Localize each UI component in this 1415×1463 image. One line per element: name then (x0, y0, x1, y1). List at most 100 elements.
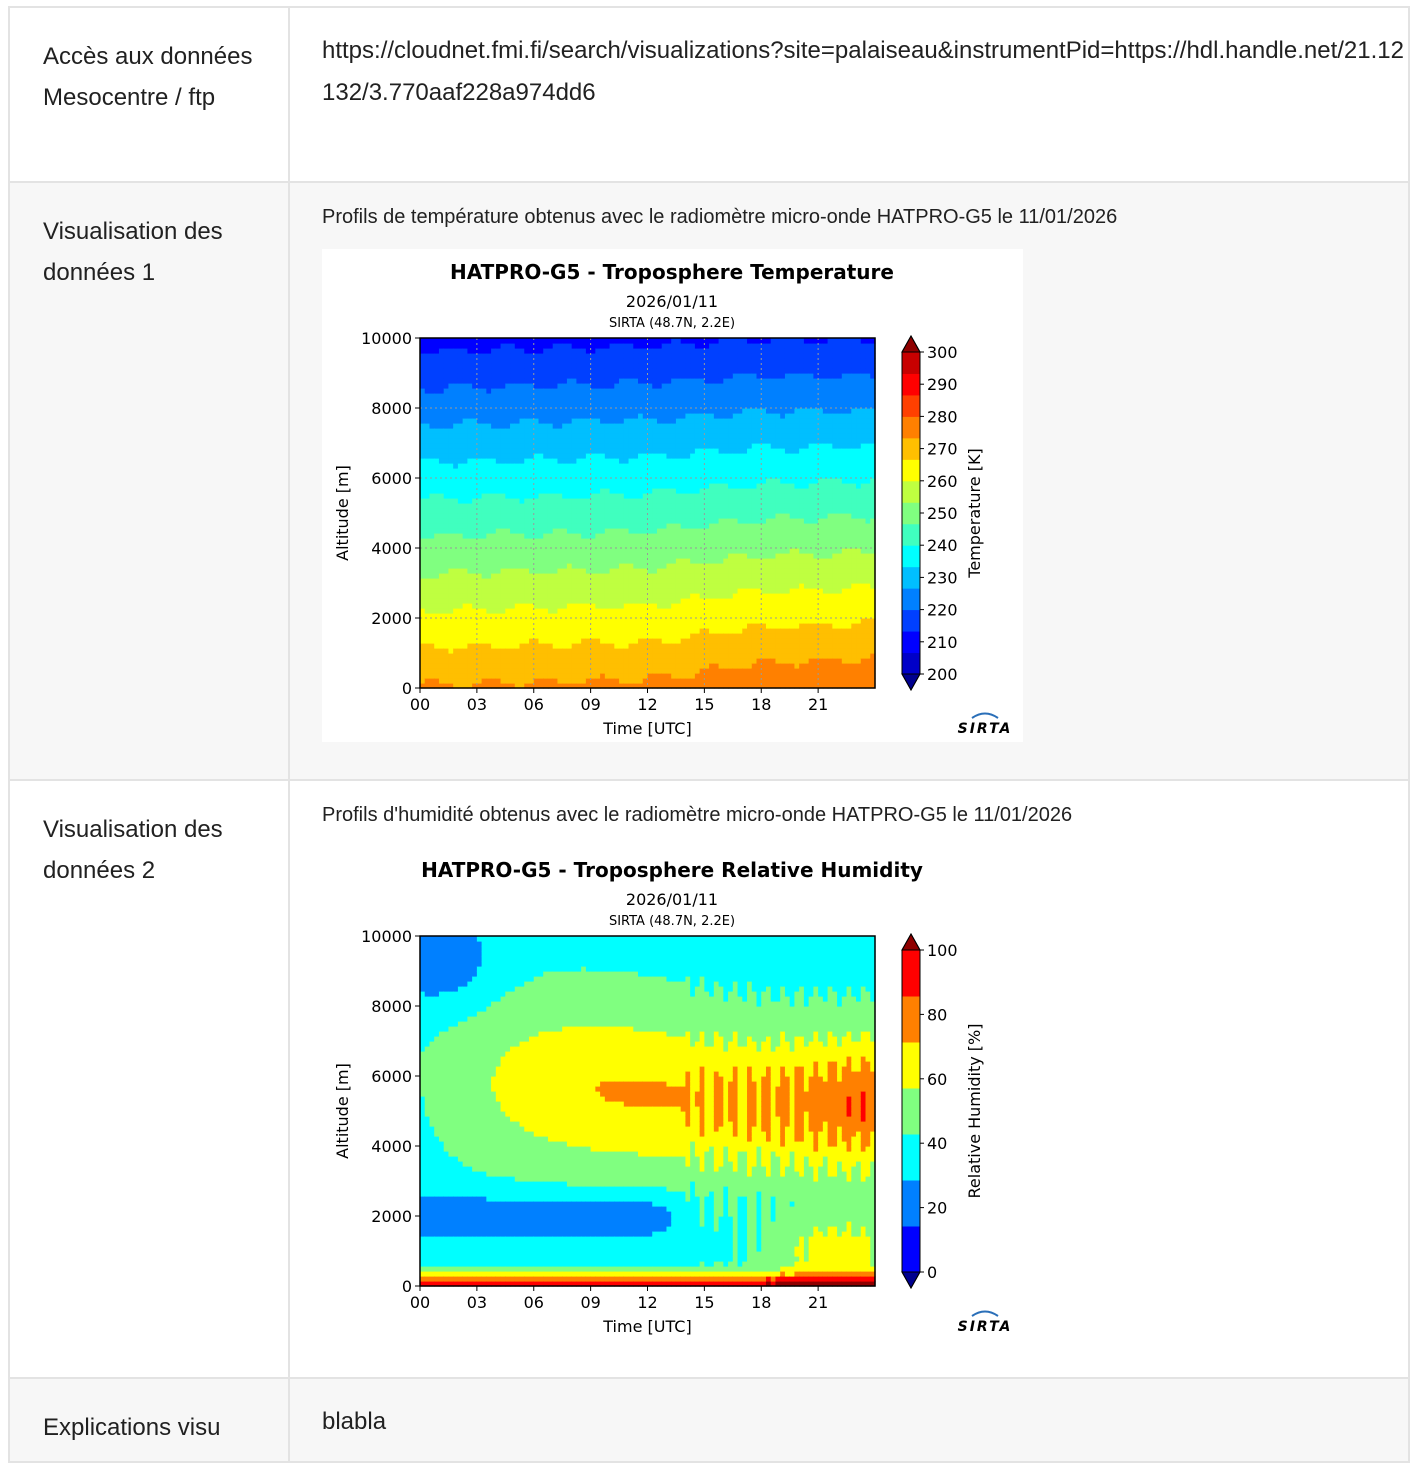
heatmap-cell (552, 548, 559, 554)
heatmap-cell (742, 428, 748, 434)
heatmap-cell (420, 353, 426, 359)
heatmap-cell (685, 543, 691, 549)
heatmap-cell (671, 428, 677, 434)
heatmap-cell (453, 463, 459, 469)
heatmap-cell (547, 373, 554, 379)
heatmap-cell (595, 358, 601, 364)
heatmap-cell (600, 658, 606, 664)
heatmap-cell (590, 398, 596, 404)
heatmap-cell (481, 613, 487, 619)
heatmap-cell (671, 418, 677, 424)
heatmap-cell (453, 678, 459, 684)
heatmap-cell (742, 673, 748, 679)
heatmap-cell (652, 563, 658, 569)
heatmap-cell (732, 623, 739, 629)
heatmap-cell (566, 433, 573, 439)
heatmap-cell (609, 488, 615, 494)
heatmap-cell (675, 643, 682, 649)
heatmap-cell (543, 418, 549, 424)
heatmap-cell (723, 488, 729, 494)
heatmap-cell (747, 343, 753, 349)
heatmap-cell (533, 563, 540, 569)
heatmap-cell (557, 588, 563, 594)
heatmap-cell (481, 348, 487, 354)
heatmap-cell (666, 588, 672, 594)
heatmap-cell (438, 378, 445, 384)
data-access-url[interactable]: https://cloudnet.fmi.fi/search/visualiza… (322, 37, 1404, 106)
heatmap-cell (661, 538, 668, 544)
heatmap-cell (566, 488, 573, 494)
heatmap-cell (453, 613, 459, 619)
heatmap-cell (619, 468, 625, 474)
heatmap-cell (424, 393, 431, 399)
heatmap-cell (514, 618, 521, 624)
heatmap-cell (642, 543, 649, 549)
heatmap-cell (756, 638, 762, 644)
heatmap-cell (685, 608, 691, 614)
heatmap-cell (519, 563, 525, 569)
heatmap-cell (709, 463, 715, 469)
heatmap-cell (732, 483, 739, 489)
heatmap-cell (600, 458, 606, 464)
heatmap-cell (500, 523, 506, 529)
heatmap-cell (557, 358, 563, 364)
heatmap-cell (652, 678, 658, 684)
heatmap-cell (443, 378, 450, 384)
heatmap-cell (699, 563, 705, 569)
heatmap-cell (709, 393, 715, 399)
heatmap-cell (585, 608, 592, 614)
heatmap-cell (633, 438, 639, 444)
heatmap-cell (751, 543, 758, 549)
heatmap-cell (457, 458, 464, 464)
heatmap-cell (661, 433, 668, 439)
heatmap-cell (742, 598, 748, 604)
heatmap-cell (581, 378, 587, 384)
heatmap-cell (505, 403, 511, 409)
heatmap-cell (675, 488, 682, 494)
heatmap-cell (476, 433, 483, 439)
heatmap-cell (633, 598, 639, 604)
heatmap-cell (562, 543, 568, 549)
heatmap-cell (519, 548, 525, 554)
heatmap-cell (457, 448, 464, 454)
heatmap-cell (457, 658, 464, 664)
heatmap-cell (505, 433, 511, 439)
heatmap-cell (590, 638, 596, 644)
heatmap-cell (491, 338, 497, 344)
heatmap-cell (619, 608, 625, 614)
heatmap-cell (476, 383, 483, 389)
heatmap-cell (751, 593, 758, 599)
heatmap-cell (600, 478, 606, 484)
heatmap-cell (656, 523, 663, 529)
heatmap-cell (552, 573, 559, 579)
heatmap-cell (429, 668, 435, 674)
heatmap-cell (495, 553, 502, 559)
heatmap-cell (595, 498, 601, 504)
heatmap-cell (434, 618, 440, 624)
heatmap-cell (491, 648, 497, 654)
heatmap-cell (547, 628, 554, 634)
heatmap-cell (420, 468, 426, 474)
heatmap-cell (690, 603, 696, 609)
heatmap-cell (751, 678, 758, 684)
heatmap-cell (438, 638, 445, 644)
heatmap-cell (576, 508, 582, 514)
heatmap-cell (628, 653, 634, 659)
heatmap-cell (543, 558, 549, 564)
heatmap-cell (457, 493, 464, 499)
heatmap-cell (571, 538, 578, 544)
heatmap-cell (562, 383, 568, 389)
heatmap-cell (614, 568, 620, 574)
heatmap-cell (457, 478, 464, 484)
heatmap-cell (661, 588, 668, 594)
heatmap-cell (510, 473, 516, 479)
heatmap-cell (581, 663, 587, 669)
heatmap-cell (600, 508, 606, 514)
heatmap-cell (685, 463, 691, 469)
heatmap-cell (728, 488, 734, 494)
heatmap-cell (438, 458, 445, 464)
heatmap-cell (557, 673, 563, 679)
heatmap-cell (585, 653, 592, 659)
heatmap-cell (704, 383, 710, 389)
heatmap-cell (704, 418, 710, 424)
